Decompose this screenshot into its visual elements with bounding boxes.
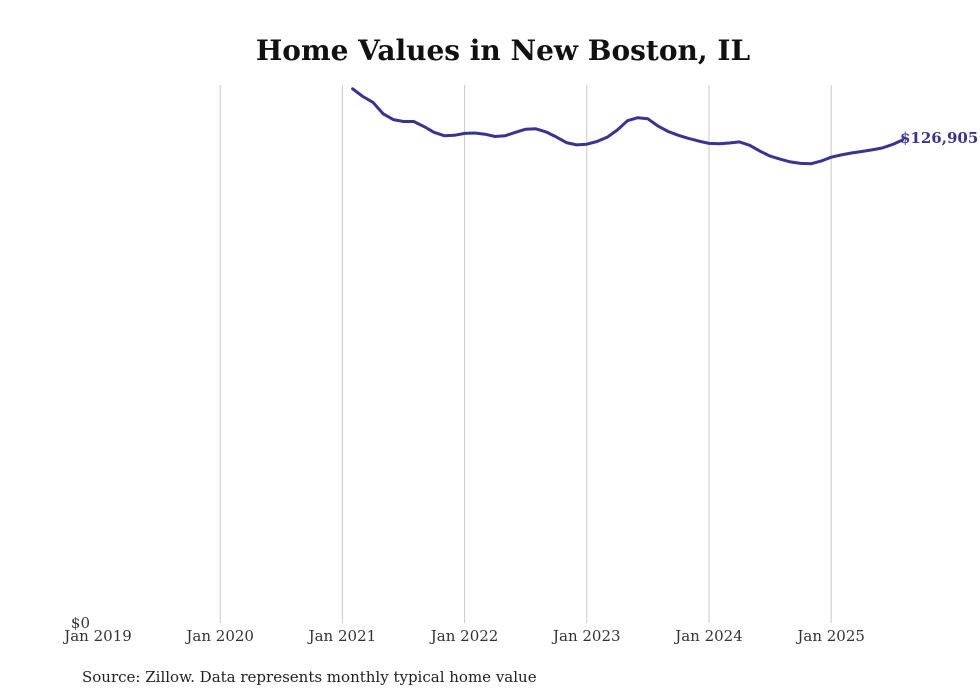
home-value-line [351,87,904,166]
x-tick-label-2025: Jan 2025 [795,627,865,645]
chart-title: Home Values in New Boston, IL [256,34,751,67]
x-axis-ticks: Jan 2019 Jan 2020 Jan 2021 Jan 2022 Jan 2023… [62,627,865,645]
x-tick-label-2022: Jan 2022 [429,627,499,645]
source-note: Source: Zillow. Data represents monthly … [82,668,537,686]
x-tick-label-2021: Jan 2021 [307,627,377,645]
x-tick-label-2023: Jan 2023 [551,627,621,645]
gridlines [219,85,832,623]
x-tick-label-2019: Jan 2019 [62,627,132,645]
x-tick-label-2020: Jan 2020 [184,627,254,645]
x-tick-label-2024: Jan 2024 [673,627,743,645]
y-tick-label-0: $0 [71,614,90,632]
end-value-label: $126,905 [900,129,978,147]
